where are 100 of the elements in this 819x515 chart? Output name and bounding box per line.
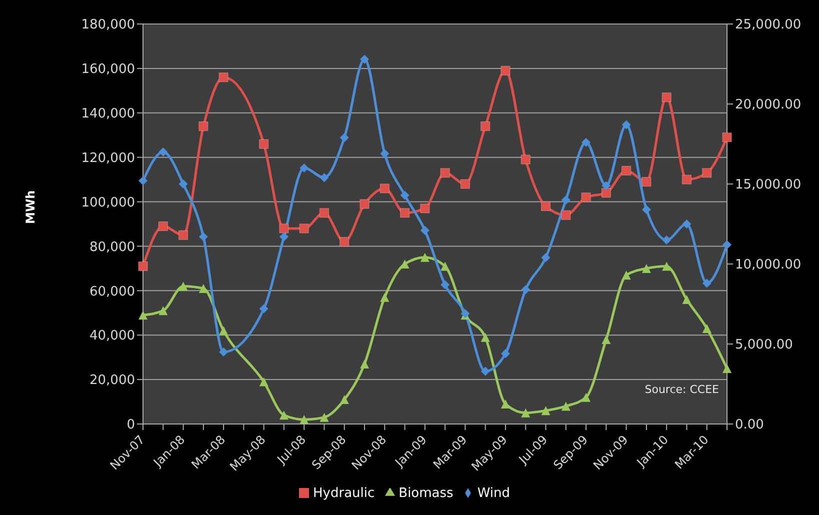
point — [541, 406, 550, 416]
point — [480, 121, 490, 131]
point — [299, 224, 309, 234]
point — [380, 292, 390, 302]
point — [602, 335, 611, 344]
point — [320, 412, 329, 422]
y2-tick-label: 0.00 — [735, 418, 764, 433]
point — [400, 190, 410, 200]
point — [340, 133, 349, 142]
point — [198, 121, 208, 131]
point — [360, 199, 370, 209]
point — [380, 149, 390, 158]
point — [702, 168, 712, 178]
point — [541, 253, 550, 262]
point — [582, 392, 591, 402]
point — [601, 188, 611, 198]
point — [541, 201, 551, 211]
point — [722, 240, 732, 250]
point — [138, 176, 148, 186]
y-tick-label: 120,000 — [81, 150, 135, 166]
point — [521, 408, 530, 418]
y-tick-label: 140,000 — [81, 106, 135, 122]
legend-label: Biomass — [398, 486, 454, 501]
y2-tick-label: 15,000.00 — [735, 178, 802, 193]
point — [521, 285, 530, 294]
point — [400, 208, 410, 218]
point — [622, 270, 631, 280]
point — [440, 262, 450, 271]
point — [662, 236, 672, 244]
y-tick-label: 60,000 — [90, 284, 135, 300]
point — [642, 264, 651, 273]
point — [622, 166, 632, 176]
point — [561, 402, 570, 411]
y-tick-label: 40,000 — [90, 328, 135, 344]
y-axis-title: MWh — [23, 190, 38, 224]
point — [500, 66, 510, 76]
y-tick-label: 160,000 — [81, 62, 135, 78]
point — [178, 230, 188, 240]
point — [259, 139, 269, 149]
y2-tick-label: 20,000.00 — [735, 98, 802, 113]
point — [500, 349, 510, 358]
y2-tick-label: 10,000.00 — [735, 258, 802, 273]
point — [440, 168, 450, 178]
point — [520, 154, 530, 164]
point — [642, 205, 651, 214]
point — [259, 304, 268, 314]
point — [178, 282, 188, 291]
point — [662, 262, 672, 271]
point — [582, 138, 591, 147]
point — [561, 210, 571, 220]
point — [340, 237, 350, 247]
point — [722, 132, 732, 142]
point — [219, 348, 228, 356]
point — [340, 395, 349, 404]
point — [500, 400, 510, 408]
point — [602, 181, 611, 190]
point — [319, 208, 329, 218]
point — [198, 232, 208, 242]
point — [138, 261, 148, 271]
point — [279, 224, 289, 234]
point — [178, 180, 188, 188]
point — [300, 415, 309, 424]
point — [360, 360, 370, 368]
point — [702, 324, 712, 333]
legend-label: Wind — [477, 486, 510, 501]
point — [158, 221, 168, 231]
legend-label: Hydraulic — [313, 486, 375, 501]
point — [300, 164, 309, 172]
point — [480, 332, 490, 342]
annotation: Source: CCEE — [644, 383, 719, 396]
y-tick-label: 20,000 — [90, 373, 135, 388]
y-tick-label: 180,000 — [81, 18, 135, 33]
y2-tick-label: 5,000.00 — [735, 338, 793, 353]
point — [702, 278, 712, 288]
y2-tick-label: 25,000.00 — [735, 18, 802, 33]
y-tick-label: 0 — [126, 418, 135, 433]
point — [138, 310, 148, 320]
point — [581, 192, 591, 202]
point — [480, 366, 490, 376]
point — [622, 120, 631, 130]
point — [279, 410, 288, 420]
point — [158, 148, 168, 156]
point — [279, 232, 288, 242]
point — [722, 364, 732, 373]
point — [642, 177, 652, 187]
y-tick-label: 100,000 — [81, 195, 135, 210]
point — [219, 326, 228, 336]
point — [158, 306, 168, 316]
point — [662, 92, 672, 102]
point — [420, 252, 430, 262]
point — [460, 179, 470, 189]
point — [380, 184, 390, 194]
point — [682, 295, 692, 304]
point — [320, 173, 329, 182]
point — [420, 226, 430, 235]
y-tick-label: 80,000 — [90, 240, 135, 255]
point — [682, 220, 692, 228]
point — [360, 54, 370, 64]
point — [259, 377, 268, 386]
point — [561, 196, 570, 204]
